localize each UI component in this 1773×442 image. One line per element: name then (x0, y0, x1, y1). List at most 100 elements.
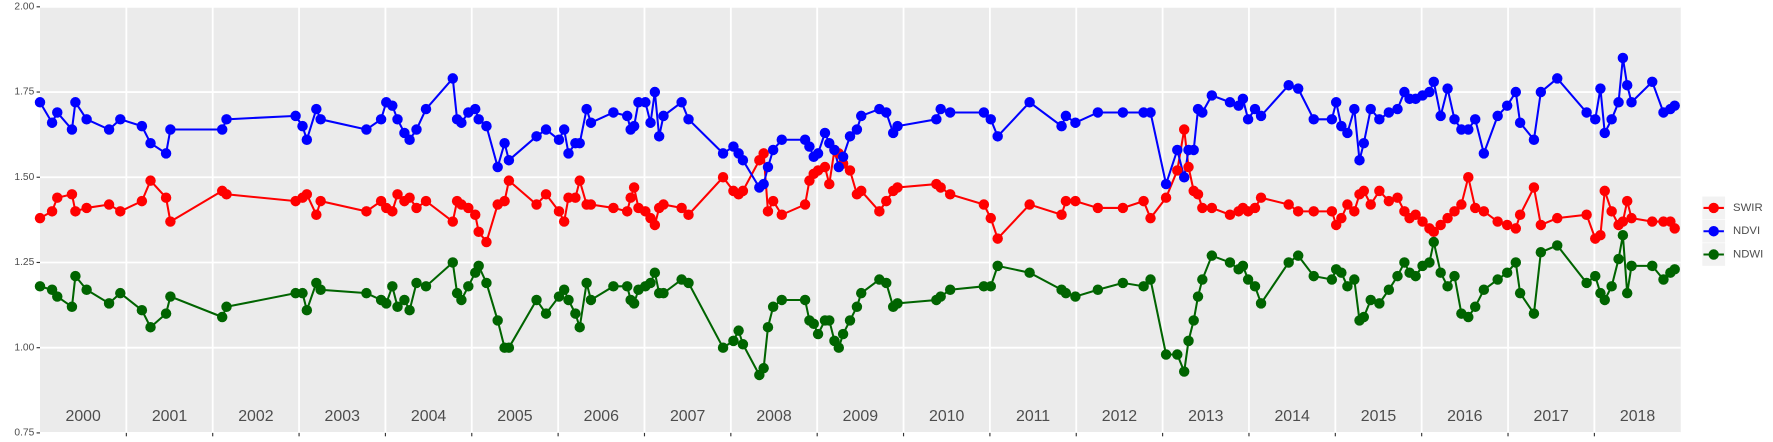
point (387, 100, 398, 111)
point (1224, 97, 1236, 108)
point (819, 127, 831, 139)
point (985, 212, 996, 224)
point (1070, 117, 1081, 128)
point (856, 185, 867, 197)
point (1224, 257, 1236, 268)
point (574, 322, 585, 333)
year-label: 2015 (1361, 408, 1397, 425)
point (829, 144, 840, 156)
point (1647, 76, 1658, 88)
point (767, 144, 779, 156)
point (824, 178, 835, 190)
point (645, 117, 656, 128)
point (375, 114, 387, 125)
point (1349, 274, 1360, 285)
point (1552, 73, 1563, 84)
point (1024, 97, 1035, 108)
point (361, 124, 372, 135)
point (1606, 281, 1617, 292)
point (221, 301, 232, 313)
point (1424, 257, 1435, 268)
point (804, 141, 815, 152)
point (837, 151, 849, 163)
point (1626, 212, 1637, 224)
point (301, 134, 313, 145)
point (676, 202, 687, 214)
point (1478, 284, 1490, 295)
point (1514, 287, 1526, 299)
point (1092, 202, 1104, 214)
point (812, 148, 824, 159)
year-label: 2006 (584, 408, 620, 425)
point (1442, 281, 1453, 292)
point (160, 308, 172, 319)
point (944, 107, 956, 118)
point (456, 117, 467, 128)
point (767, 301, 779, 313)
point (1178, 172, 1190, 183)
point (46, 206, 58, 217)
year-label: 2012 (1102, 408, 1138, 425)
legend-label: SWIR (1733, 202, 1763, 214)
point (165, 216, 176, 227)
point (145, 137, 156, 149)
point (1552, 240, 1563, 251)
point (463, 281, 474, 292)
point (1358, 185, 1370, 197)
point (985, 114, 996, 125)
point (992, 260, 1003, 272)
point (824, 315, 835, 326)
point (1024, 267, 1035, 278)
point (1492, 110, 1503, 122)
year-label: 2003 (325, 408, 361, 425)
point (469, 103, 481, 115)
point (1647, 216, 1658, 227)
point (447, 257, 458, 268)
legend-label: NDVI (1733, 225, 1760, 237)
point (553, 206, 565, 217)
point (136, 304, 148, 316)
point (499, 195, 510, 207)
point (737, 339, 749, 350)
point (1510, 223, 1522, 234)
point (728, 335, 739, 347)
point (81, 202, 92, 214)
point (411, 202, 422, 214)
point (411, 124, 422, 135)
point (136, 195, 148, 207)
point (717, 342, 729, 353)
point (361, 287, 372, 299)
point (115, 114, 126, 125)
point (1599, 127, 1610, 139)
point (473, 114, 484, 125)
point (1613, 253, 1624, 265)
y-tick-label: 0.75 (14, 428, 34, 439)
point (833, 342, 845, 353)
point (1599, 185, 1610, 197)
point (1242, 274, 1254, 285)
point (1349, 103, 1360, 115)
year-label: 2004 (411, 408, 447, 425)
point (649, 267, 661, 278)
point (1056, 209, 1067, 220)
point (1160, 192, 1172, 203)
point (404, 134, 415, 145)
point (1358, 137, 1370, 149)
point (1354, 154, 1365, 166)
point (558, 216, 570, 227)
point (52, 291, 63, 302)
point (944, 284, 956, 295)
point (1501, 219, 1513, 231)
point (935, 291, 946, 302)
year-label: 2001 (152, 408, 188, 425)
point (1595, 229, 1606, 241)
point (1283, 257, 1294, 268)
point (892, 182, 903, 193)
point (1249, 103, 1261, 115)
point (676, 97, 687, 108)
point (311, 103, 322, 115)
point (392, 114, 403, 125)
point (165, 291, 176, 302)
point (585, 199, 597, 210)
point (1183, 335, 1194, 347)
